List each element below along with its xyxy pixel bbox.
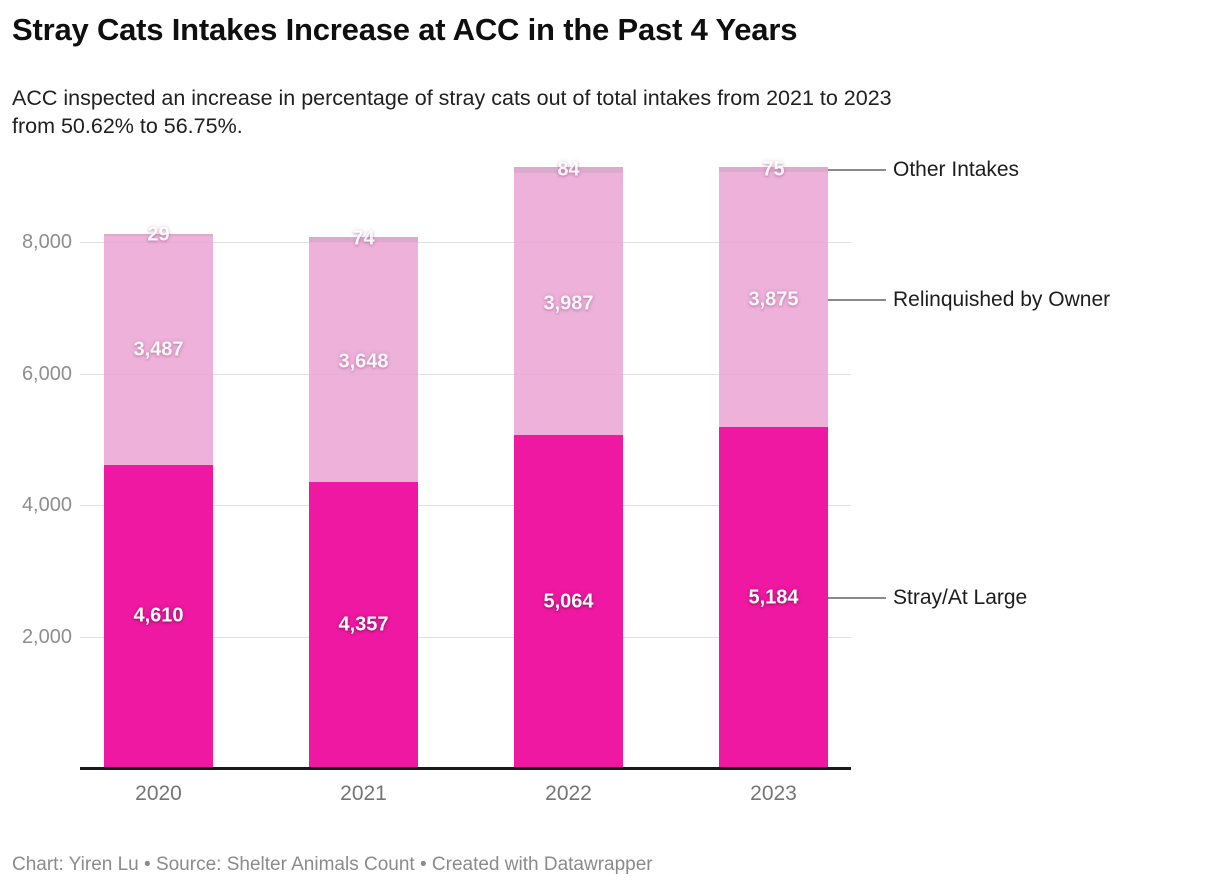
y-gridline-4000 [80, 505, 851, 506]
chart-description: ACC inspected an increase in percentage … [12, 84, 1202, 140]
bar-label-relinquished-by-owner-2020: 3,487 [133, 338, 184, 361]
x-axis-label-2023: 2023 [750, 782, 797, 805]
legend-line-other-intakes [828, 168, 886, 171]
legend-label-other-intakes: Other Intakes [893, 157, 1020, 181]
y-axis-label: 4,000 [21, 494, 72, 516]
x-axis-line [80, 767, 851, 770]
bar-segment-stray-at-large-2021 [309, 481, 418, 768]
y-axis-label: 2,000 [21, 625, 72, 648]
bar-segment-relinquished-by-owner-2021 [309, 241, 418, 482]
bar-label-other-intakes-2020: 29 [147, 223, 170, 246]
y-gridline-8000 [80, 242, 851, 243]
bar-segment-other-intakes-2023 [719, 167, 828, 173]
legend-label-relinquished-by-owner: Relinquished by Owner [893, 287, 1111, 311]
y-gridline-2000 [80, 636, 851, 638]
bar-segment-other-intakes-2021 [309, 236, 418, 242]
bar-label-other-intakes-2023: 75 [762, 158, 785, 181]
legend-line-relinquished-by-owner [828, 298, 886, 301]
bar-label-stray-at-large-2020: 4,610 [133, 604, 184, 627]
legend-label-stray-at-large: Stray/At Large [893, 585, 1028, 609]
bar-segment-stray-at-large-2022 [514, 435, 623, 768]
x-axis-label-2020: 2020 [135, 782, 182, 805]
y-gridline-6000 [80, 373, 851, 375]
bar-segment-relinquished-by-owner-2022 [514, 172, 623, 436]
bar-label-stray-at-large-2021: 4,357 [338, 613, 389, 636]
bar-label-stray-at-large-2022: 5,064 [543, 590, 594, 613]
y-axis-label: 6,000 [21, 362, 72, 385]
chart-title: Stray Cats Intakes Increase at ACC in th… [12, 12, 798, 47]
bar-segment-other-intakes-2022 [514, 167, 623, 173]
bar-label-relinquished-by-owner-2022: 3,987 [543, 292, 594, 315]
bar-label-relinquished-by-owner-2021: 3,648 [338, 350, 389, 373]
bar-segment-stray-at-large-2020 [104, 464, 213, 768]
bar-segment-relinquished-by-owner-2023 [719, 172, 828, 428]
x-axis-label-2022: 2022 [545, 782, 592, 805]
chart-description-line: ACC inspected an increase in percentage … [12, 86, 892, 110]
bar-segment-other-intakes-2020 [104, 233, 213, 236]
bar-label-other-intakes-2021: 74 [352, 227, 375, 250]
bar-segment-relinquished-by-owner-2020 [104, 235, 213, 465]
y-axis-label: 8,000 [21, 231, 72, 253]
bar-segment-stray-at-large-2023 [719, 427, 828, 768]
bar-label-stray-at-large-2023: 5,184 [748, 586, 799, 609]
legend-line-stray-at-large [828, 596, 886, 599]
bar-label-relinquished-by-owner-2023: 3,875 [748, 288, 799, 311]
chart-description-line: from 50.62% to 56.75%. [12, 114, 243, 138]
bar-label-other-intakes-2022: 84 [557, 158, 580, 181]
chart-footer: Chart: Yiren Lu • Source: Shelter Animal… [12, 854, 653, 875]
x-axis-label-2021: 2021 [340, 782, 387, 805]
